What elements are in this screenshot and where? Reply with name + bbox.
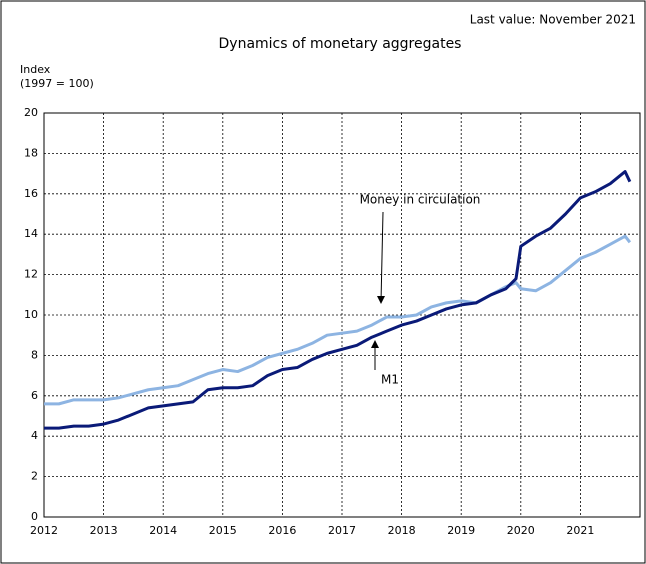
y-tick-label: 2 xyxy=(31,470,38,483)
x-tick-label: 2021 xyxy=(566,524,594,537)
x-tick-label: 2014 xyxy=(149,524,177,537)
y-tick-label: 10 xyxy=(24,308,38,321)
arrow-head xyxy=(371,340,379,348)
annotation: M1 xyxy=(381,373,399,387)
arrow-head xyxy=(377,296,385,304)
y-tick-label: 18 xyxy=(24,146,38,159)
x-tick-label: 2013 xyxy=(90,524,118,537)
x-tick-label: 2019 xyxy=(447,524,475,537)
y-tick-label: 6 xyxy=(31,389,38,402)
y-tick-label: 0 xyxy=(31,510,38,523)
y-tick-label: 16 xyxy=(24,187,38,200)
chart-title: Dynamics of monetary aggregates xyxy=(219,36,462,52)
x-tick-label: 2016 xyxy=(268,524,296,537)
y-tick-label: 20 xyxy=(24,106,38,119)
series-line xyxy=(44,170,632,430)
x-tick-label: 2018 xyxy=(388,524,416,537)
x-tick-label: 2012 xyxy=(30,524,58,537)
x-tick-label: 2017 xyxy=(328,524,356,537)
subtitle: Last value: November 2021 xyxy=(470,13,636,27)
y-tick-label: 14 xyxy=(24,227,38,240)
y-label-note: (1997 = 100) xyxy=(20,77,94,90)
series-line xyxy=(44,234,632,406)
y-tick-label: 4 xyxy=(31,429,38,442)
x-tick-label: 2020 xyxy=(507,524,535,537)
arrow xyxy=(380,211,384,303)
annotation: Money in circulation xyxy=(360,193,481,207)
y-tick-label: 8 xyxy=(31,348,38,361)
x-tick-label: 2015 xyxy=(209,524,237,537)
y-tick-label: 12 xyxy=(24,268,38,281)
y-label: Index xyxy=(20,63,51,76)
